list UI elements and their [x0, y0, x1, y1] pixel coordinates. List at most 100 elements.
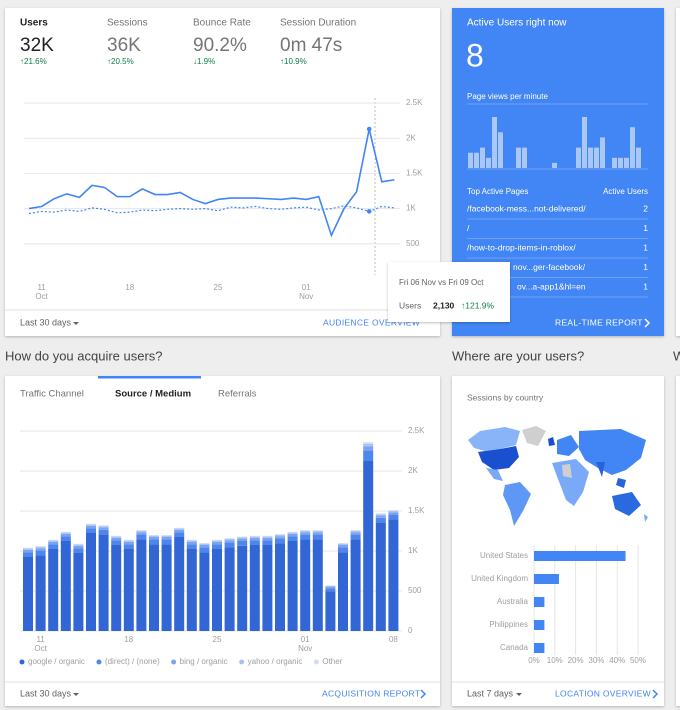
bar-segment — [275, 536, 285, 539]
bar-segment — [375, 522, 386, 631]
bar-segment — [312, 539, 323, 631]
y-tick-label: Philippines — [489, 620, 528, 629]
legend-swatch — [313, 659, 319, 665]
bar-segment — [48, 544, 59, 549]
tab[interactable]: Traffic Channel — [20, 389, 84, 400]
chevron[interactable] — [644, 318, 651, 328]
dropdown-arrow[interactable] — [516, 693, 522, 696]
audience-link[interactable]: AUDIENCE OVERVIEW — [323, 317, 420, 327]
bar-segment — [249, 545, 260, 631]
bar-segment — [199, 543, 210, 544]
tab[interactable]: Source / Medium — [115, 389, 191, 400]
bar-segment — [98, 534, 109, 631]
bar-segment — [60, 533, 71, 537]
bar-segment — [174, 527, 185, 529]
tab[interactable]: Referrals — [218, 389, 257, 400]
chevron[interactable] — [420, 689, 427, 699]
bar-segment — [111, 540, 122, 545]
bar-segment — [136, 530, 147, 531]
location-link[interactable]: LOCATION OVERVIEW — [555, 688, 651, 698]
bar-segment — [363, 451, 374, 461]
bar-segment — [237, 538, 248, 541]
bar-segment — [338, 547, 348, 553]
bar — [534, 620, 545, 630]
bar-segment — [73, 543, 84, 545]
legend-swatch — [171, 659, 177, 665]
period-dropdown[interactable]: Last 30 days — [20, 317, 72, 327]
table-header: Active Users — [603, 187, 648, 196]
bar-segment — [350, 539, 361, 631]
bar-segment — [60, 536, 71, 541]
section-heading: Where are your users? — [452, 348, 584, 363]
metric-value: 0m 47s — [280, 35, 342, 56]
dropdown-arrow[interactable] — [73, 693, 79, 696]
bar-segment — [237, 536, 248, 538]
bar-segment — [338, 552, 348, 631]
bar-segment — [98, 527, 109, 530]
bar — [630, 127, 635, 168]
acquisition-link[interactable]: ACQUISITION REPORT — [322, 688, 420, 698]
bar-segment — [262, 535, 273, 537]
table-header: Top Active Pages — [467, 187, 528, 196]
bar-segment — [212, 549, 222, 631]
bar-segment — [325, 588, 336, 592]
bar-segment — [186, 540, 197, 542]
bar-segment — [73, 545, 84, 549]
bar — [480, 147, 485, 168]
bar-segment — [212, 540, 222, 542]
metric-label[interactable]: Session Duration — [280, 18, 356, 29]
chevron[interactable] — [652, 689, 659, 699]
line-series — [28, 128, 395, 238]
bar-segment — [363, 443, 374, 447]
bar-segment — [262, 536, 273, 538]
metric-label[interactable]: Sessions — [107, 18, 148, 29]
bar-segment — [35, 547, 46, 549]
bar-segment — [212, 544, 222, 549]
x-tick-label: 20% — [568, 656, 584, 665]
x-tick-label: 40% — [609, 656, 625, 665]
realtime-link[interactable]: REAL-TIME REPORT — [555, 317, 643, 327]
bar-segment — [123, 540, 134, 542]
y-tick-label: 0 — [408, 626, 413, 635]
bar — [516, 147, 521, 168]
bar-segment — [388, 514, 399, 520]
bar-segment — [161, 544, 172, 631]
tooltip-metric: Users — [399, 300, 421, 310]
bar-segment — [111, 545, 122, 631]
metric-change: ↓1.9% — [193, 57, 215, 66]
bar-segment — [388, 511, 399, 513]
legend-swatch — [96, 659, 102, 665]
y-tick-label: 1.5K — [406, 169, 423, 178]
metric-value: 32K — [20, 35, 54, 56]
metric-value: 90.2% — [193, 35, 247, 56]
tooltip-change: ↑121.9% — [461, 300, 495, 310]
dropdown-arrow[interactable] — [73, 322, 79, 325]
legend-label: yahoo / organic — [248, 657, 303, 666]
bar-segment — [224, 542, 235, 548]
bar-segment — [149, 539, 159, 545]
bar-segment — [60, 532, 71, 534]
bar-segment — [300, 534, 311, 540]
period-dropdown[interactable]: Last 30 days — [20, 688, 72, 698]
active-users: 1 — [643, 281, 648, 291]
metric-label[interactable]: Bounce Rate — [193, 18, 251, 29]
tooltip-title: Fri 06 Nov vs Fri 09 Oct — [399, 278, 484, 287]
metric-label[interactable]: Users — [20, 18, 48, 29]
bar-segment — [136, 532, 147, 535]
bar-segment — [86, 528, 96, 533]
bar-segment — [262, 545, 273, 631]
bar-segment — [48, 539, 59, 541]
bar-segment — [338, 543, 348, 545]
page-path: /how-to-drop-items-in-roblox/ — [467, 242, 576, 252]
bar-segment — [186, 541, 197, 545]
bar-segment — [275, 543, 285, 631]
period-dropdown[interactable]: Last 7 days — [467, 688, 514, 698]
x-tick-label: 25 — [213, 283, 223, 292]
bar-segment — [363, 446, 374, 451]
bar-segment — [48, 549, 59, 631]
bar-segment — [174, 529, 185, 533]
next-card — [676, 8, 680, 336]
chart-subtitle: Sessions by country — [467, 392, 544, 402]
bar-segment — [388, 512, 399, 515]
